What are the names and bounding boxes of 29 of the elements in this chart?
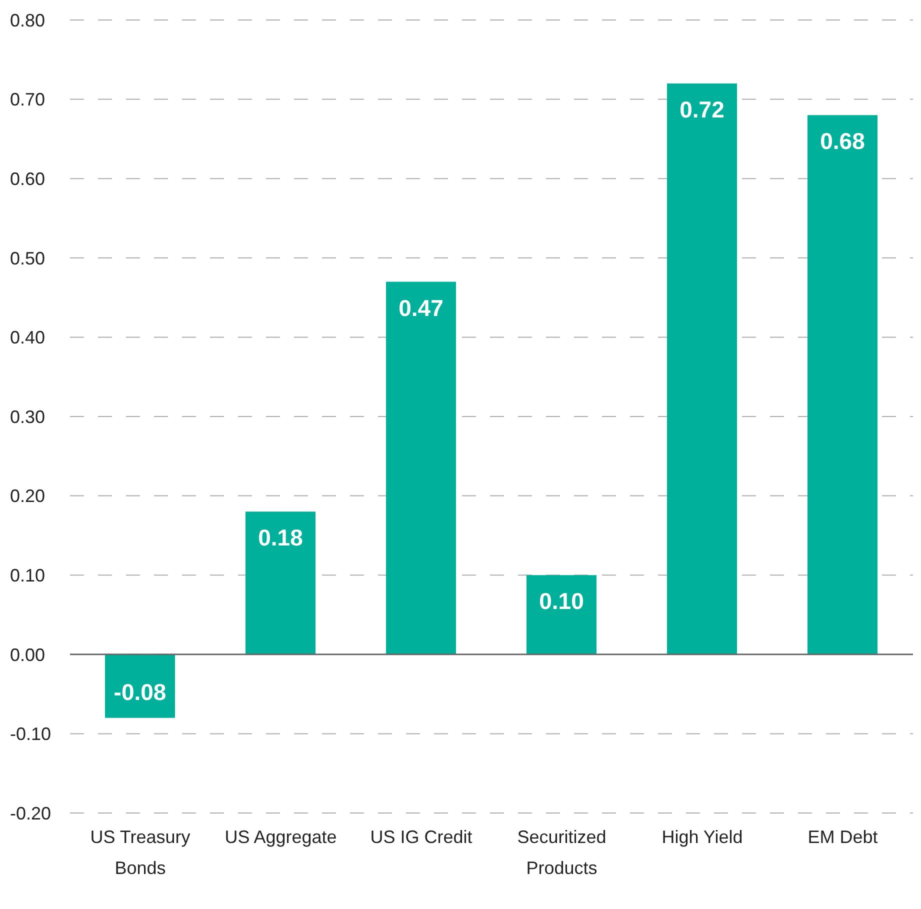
bar [386, 282, 456, 654]
y-tick-label: 0.10 [10, 565, 46, 586]
x-tick-label: EM Debt [808, 827, 878, 847]
data-label: -0.08 [114, 678, 166, 705]
x-tick-label: US Aggregate [224, 827, 337, 847]
data-label: 0.47 [398, 294, 444, 321]
x-tick-label: Securitized Products [517, 827, 606, 878]
data-label: 0.72 [680, 96, 724, 123]
y-tick-label: 0.20 [10, 486, 46, 506]
y-tick-label: 0.70 [10, 90, 46, 110]
bar [246, 512, 316, 654]
bar [526, 575, 596, 654]
x-tick-label: US IG Credit [370, 827, 472, 847]
x-tick-label: US Treasury Bonds [90, 827, 190, 878]
y-tick-label: 0.00 [10, 644, 46, 665]
y-tick-label: -0.10 [10, 724, 52, 744]
x-tick-label: High Yield [662, 827, 743, 847]
y-tick-label: 0.80 [10, 10, 46, 30]
data-label: 0.10 [539, 588, 584, 614]
bar [808, 115, 878, 654]
data-label: 0.18 [258, 524, 304, 551]
bar [105, 654, 175, 718]
y-tick-label: 0.60 [10, 168, 46, 189]
y-tick-label: 0.30 [10, 406, 46, 427]
y-tick-label: -0.20 [10, 803, 52, 824]
bar [667, 83, 737, 654]
y-tick-label: 0.50 [10, 248, 46, 268]
data-label: 0.68 [820, 128, 866, 154]
y-tick-label: 0.40 [10, 328, 46, 348]
